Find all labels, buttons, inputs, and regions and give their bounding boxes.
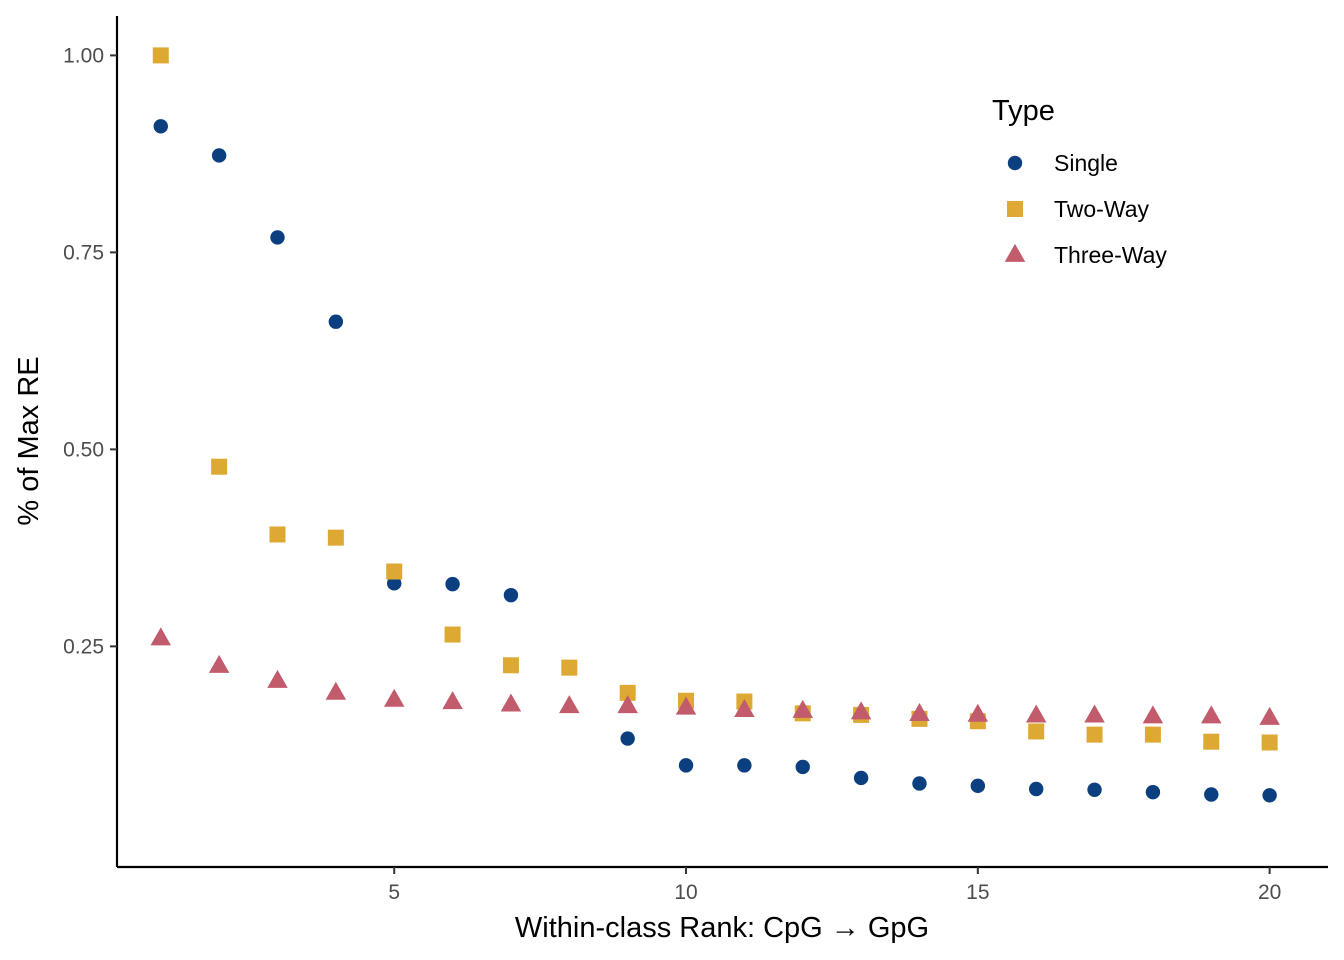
data-point xyxy=(620,731,635,746)
data-point xyxy=(208,654,230,673)
data-point xyxy=(387,576,402,591)
data-point xyxy=(1201,705,1222,724)
data-point xyxy=(1259,706,1280,725)
legend-item: Three-Way xyxy=(1004,242,1167,268)
data-point xyxy=(327,529,344,546)
x-axis-title: Within-class Rank: CpG → GpG xyxy=(515,912,929,944)
legend-key-triangle xyxy=(1004,243,1026,262)
data-point xyxy=(678,758,694,773)
data-point xyxy=(1086,726,1103,743)
data-point xyxy=(675,696,697,715)
data-point xyxy=(912,776,927,791)
legend-key-circle xyxy=(1007,155,1023,171)
data-point xyxy=(211,458,228,475)
y-ticks: 0.25 0.50 0.75 1.00 xyxy=(63,44,117,658)
legend-items: Single Two-Way Three-Way xyxy=(1004,150,1167,268)
data-point xyxy=(383,688,405,707)
x-tick-label: 10 xyxy=(674,881,697,904)
data-point xyxy=(502,657,519,674)
data-point xyxy=(150,627,172,646)
data-point xyxy=(211,148,227,163)
x-ticks: 5 10 15 20 xyxy=(388,867,1281,904)
y-tick-label: 0.75 xyxy=(63,241,104,264)
data-point xyxy=(1145,784,1161,800)
data-point xyxy=(1084,704,1105,723)
data-point xyxy=(267,669,288,688)
y-axis-title: % of Max RE xyxy=(13,356,45,525)
data-points xyxy=(150,47,1280,803)
data-point xyxy=(967,703,989,722)
legend-label: Single xyxy=(1054,150,1118,176)
series-single xyxy=(153,119,1277,803)
data-point xyxy=(1025,704,1047,723)
data-point xyxy=(1028,723,1045,740)
legend-title: Type xyxy=(992,95,1055,127)
data-point xyxy=(559,695,580,714)
data-point xyxy=(734,699,755,718)
data-point xyxy=(386,563,403,580)
axes xyxy=(115,16,1328,869)
data-point xyxy=(1028,781,1044,797)
legend-key-square xyxy=(1007,201,1023,217)
legend-label: Two-Way xyxy=(1054,196,1149,222)
legend-label: Three-Way xyxy=(1054,242,1167,268)
x-tick-label: 20 xyxy=(1258,881,1281,904)
data-point xyxy=(328,314,344,329)
data-point xyxy=(619,684,636,701)
data-point xyxy=(269,526,286,543)
data-point xyxy=(737,758,752,773)
data-point xyxy=(152,47,169,64)
data-point xyxy=(444,626,461,643)
y-tick-label: 0.25 xyxy=(63,635,104,658)
y-tick-label: 0.50 xyxy=(63,438,104,461)
data-point xyxy=(1142,705,1164,724)
data-point xyxy=(853,770,869,786)
legend: Type Single Two-Way Three-Way xyxy=(992,95,1167,268)
data-point xyxy=(617,695,638,714)
data-point xyxy=(445,576,460,592)
data-point xyxy=(1262,788,1277,803)
legend-item: Two-Way xyxy=(1007,196,1149,222)
data-point xyxy=(270,230,285,245)
x-tick-label: 5 xyxy=(388,881,400,904)
legend-item: Single xyxy=(1007,150,1118,176)
data-point xyxy=(909,702,930,721)
data-point xyxy=(1204,787,1219,802)
data-point xyxy=(795,759,810,775)
data-point xyxy=(561,659,578,676)
data-point xyxy=(1087,782,1102,797)
data-point xyxy=(442,691,463,710)
data-point xyxy=(1144,726,1161,743)
data-point xyxy=(850,701,872,720)
data-point xyxy=(325,681,347,700)
y-tick-label: 1.00 xyxy=(63,44,104,67)
data-point xyxy=(792,699,813,718)
data-point xyxy=(500,693,522,712)
series-three-way xyxy=(150,627,1280,725)
data-point xyxy=(970,778,986,794)
data-point xyxy=(503,587,519,603)
data-point xyxy=(1203,733,1220,750)
data-point xyxy=(1261,734,1278,751)
x-tick-label: 15 xyxy=(966,881,989,904)
data-point xyxy=(153,119,168,134)
